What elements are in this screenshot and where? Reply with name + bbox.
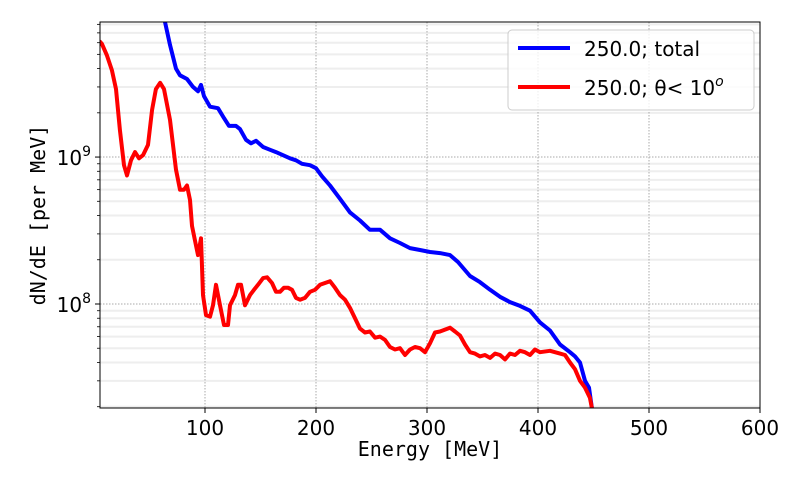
x-tick-label: 200 — [297, 416, 335, 440]
legend-label-forward: 250.0; θ< 10o — [584, 74, 724, 100]
x-axis-label: Energy [MeV] — [358, 437, 503, 461]
x-axis-ticks: 100 200 300 400 500 600 — [186, 408, 779, 440]
series-line-total — [163, 22, 594, 408]
y-tick-base: 10 — [57, 146, 82, 170]
y-tick-exponent: 8 — [82, 291, 91, 307]
legend-label-forward-main: 250.0; θ< 10 — [584, 76, 715, 100]
x-tick-label: 400 — [519, 416, 557, 440]
legend: 250.0; total 250.0; θ< 10o — [507, 29, 755, 111]
x-tick-label: 300 — [408, 416, 446, 440]
x-tick-label: 100 — [186, 416, 224, 440]
x-tick-label: 600 — [741, 416, 779, 440]
legend-label-forward-sup: o — [715, 74, 724, 90]
x-tick-label: 500 — [630, 416, 668, 440]
legend-label-total: 250.0; total — [584, 37, 700, 61]
y-tick-label: 109 — [57, 144, 91, 170]
y-tick-label: 108 — [57, 291, 91, 317]
series-line-forward — [100, 39, 594, 408]
y-tick-exponent: 9 — [82, 144, 91, 160]
series-lines — [100, 22, 594, 408]
y-axis-label: dN/dE [per MeV] — [26, 125, 50, 306]
y-tick-base: 10 — [57, 293, 82, 317]
plot-frame — [99, 21, 761, 409]
